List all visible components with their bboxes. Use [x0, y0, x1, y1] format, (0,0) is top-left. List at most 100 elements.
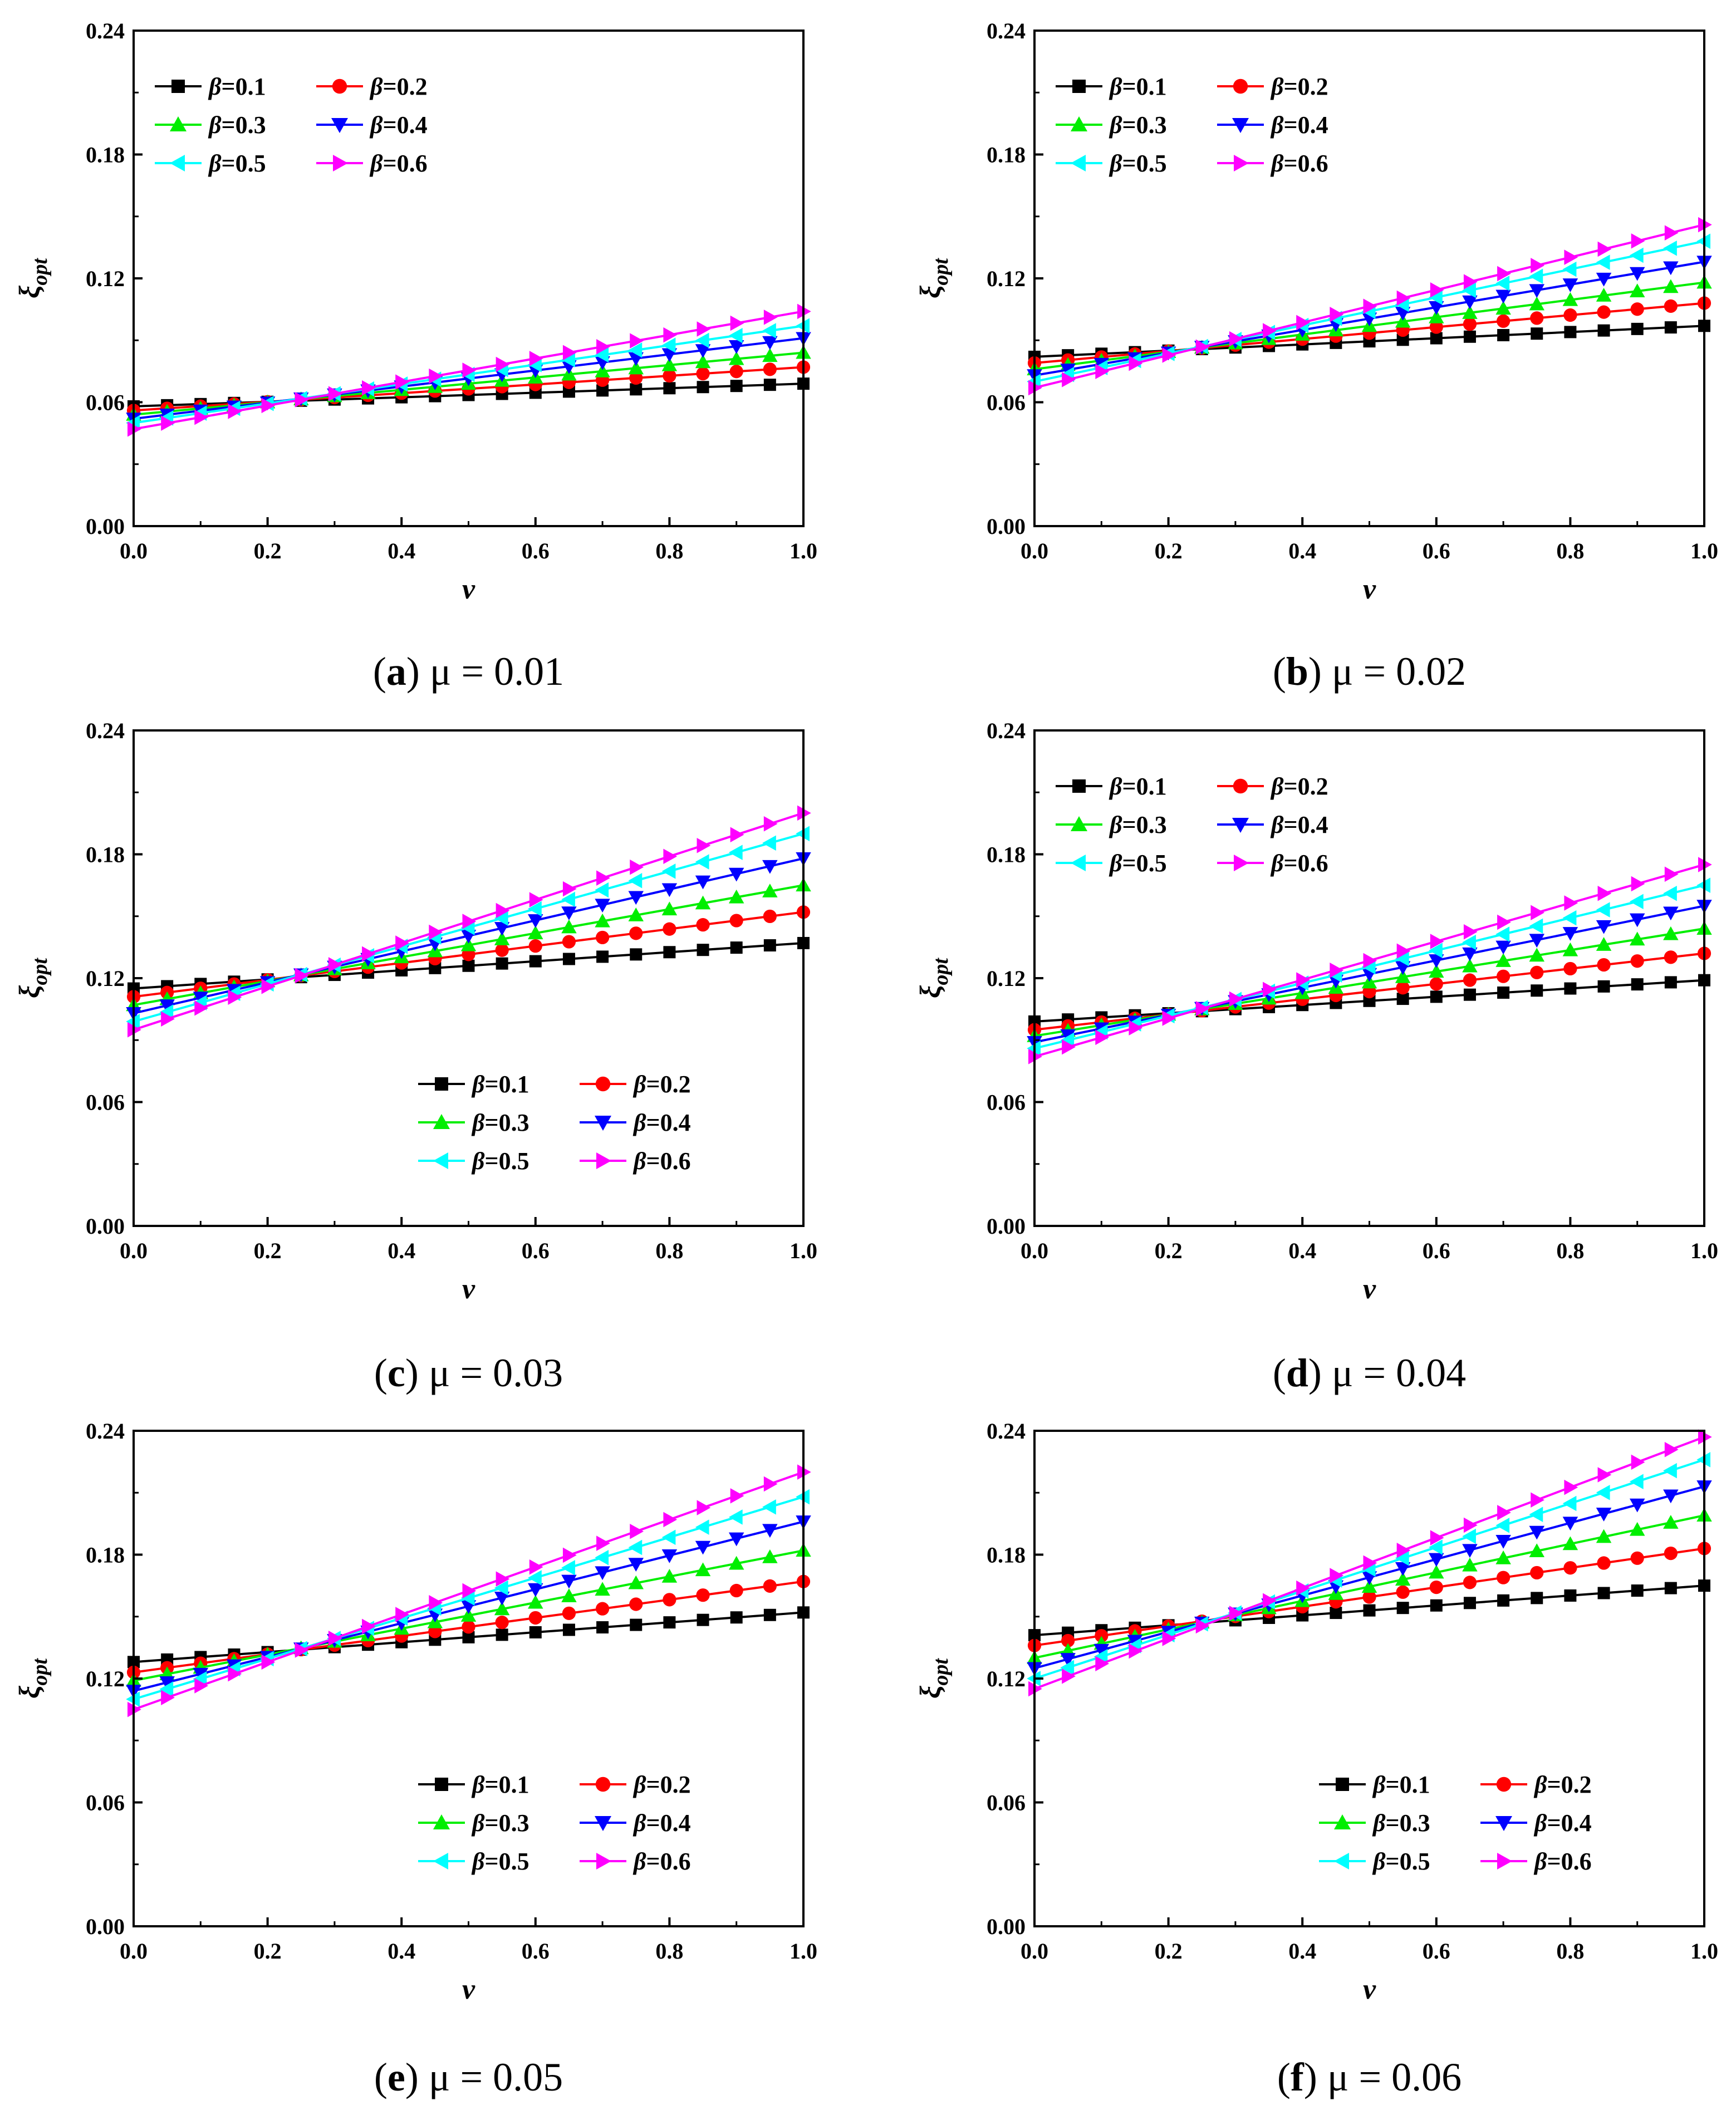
data-point: [1597, 305, 1611, 319]
data-point: [1597, 958, 1611, 972]
data-point: [362, 946, 376, 962]
data-point: [728, 1532, 744, 1547]
data-point: [696, 1588, 710, 1602]
legend-marker: [596, 1152, 611, 1169]
legend-marker: [333, 155, 348, 171]
data-point: [1463, 973, 1477, 987]
data-point: [460, 937, 477, 951]
data-point: [1361, 1579, 1377, 1593]
data-point: [1396, 981, 1410, 995]
legend-marker: [1334, 1814, 1351, 1829]
plot-frame: [133, 30, 805, 527]
legend-label: β=0.6: [369, 150, 428, 177]
data-point: [562, 1623, 575, 1636]
x-axis-label: v: [1363, 573, 1376, 605]
legend-label: β=0.2: [369, 73, 428, 100]
data-point: [728, 867, 744, 882]
data-point: [1563, 961, 1577, 976]
data-point: [1430, 282, 1444, 298]
legend-marker: [1495, 1816, 1512, 1831]
data-point: [1429, 943, 1443, 959]
data-point: [595, 1549, 609, 1566]
legend-entry: β=0.3: [1056, 111, 1167, 139]
legend-entry: β=0.3: [1056, 811, 1167, 838]
data-point: [661, 337, 676, 353]
data-point: [429, 924, 443, 940]
legend: β=0.1 β=0.2 β=0.3 β=0.4 β=0.5 β=0.6: [155, 73, 428, 177]
data-point: [728, 1555, 744, 1570]
legend-entry: β=0.5: [418, 1848, 529, 1875]
data-point: [762, 835, 776, 851]
legend-label: β=0.1: [1372, 1771, 1430, 1798]
data-point: [1497, 914, 1511, 930]
data-point: [1396, 1602, 1409, 1615]
data-point: [695, 1562, 711, 1577]
data-point: [663, 369, 676, 383]
data-point: [1195, 1618, 1210, 1634]
legend-marker: [332, 78, 347, 94]
data-point: [1596, 272, 1612, 287]
legend-entry: β=0.3: [1319, 1809, 1430, 1837]
data-point: [695, 1540, 711, 1555]
data-point: [1396, 1585, 1410, 1599]
data-point: [1396, 333, 1409, 346]
y-tick-label: 0.00: [987, 514, 1026, 539]
data-point: [561, 352, 575, 368]
data-point: [763, 1608, 776, 1621]
legend-label: β=0.5: [208, 150, 266, 177]
legend-marker: [595, 1816, 611, 1831]
data-point: [629, 371, 643, 385]
data-point: [1597, 886, 1612, 901]
x-tick-label: 0.2: [1155, 538, 1183, 563]
data-point: [697, 381, 709, 394]
legend-entry: β=0.5: [1319, 1848, 1430, 1875]
x-axis-label: v: [462, 1974, 475, 2005]
data-point: [1462, 1544, 1478, 1558]
legend-marker: [433, 1152, 448, 1169]
data-point: [663, 1616, 676, 1629]
data-point: [1495, 276, 1510, 291]
data-point: [1629, 247, 1644, 263]
x-axis-label: v: [462, 573, 475, 605]
data-point: [730, 941, 743, 954]
legend-label: β=0.4: [1270, 111, 1328, 139]
chart-panel-a: 0.0 0.2 0.4 0.6 0.8 1.0 0.00 0.06 0.12 0.18 0.24 v ξ…: [14, 18, 817, 605]
data-point: [663, 1593, 676, 1607]
data-point: [495, 1616, 509, 1630]
data-point: [496, 957, 508, 970]
data-point: [528, 901, 542, 917]
data-point: [762, 1524, 778, 1538]
data-point: [561, 1560, 575, 1576]
y-axis-label: ξopt: [14, 958, 52, 998]
legend-label: β=0.5: [471, 1848, 529, 1875]
data-point: [630, 948, 643, 961]
legend-label: β=0.3: [208, 111, 266, 139]
data-point: [462, 362, 477, 378]
legend-label: β=0.4: [1533, 1809, 1592, 1837]
legend: β=0.1 β=0.2 β=0.3 β=0.4 β=0.5 β=0.6: [1319, 1771, 1592, 1875]
data-point: [1462, 295, 1478, 310]
data-point: [1629, 1522, 1645, 1536]
data-point: [194, 1000, 209, 1016]
legend-label: β=0.4: [632, 1109, 691, 1136]
data-point: [763, 1476, 778, 1492]
legend-label: β=0.1: [471, 1771, 529, 1798]
x-tick-label: 1.0: [789, 1238, 817, 1263]
legend-label: β=0.3: [1109, 111, 1167, 139]
data-point: [528, 1611, 542, 1625]
data-point: [1129, 1643, 1143, 1659]
data-point: [628, 891, 644, 905]
data-point: [1363, 298, 1377, 314]
data-point: [729, 365, 743, 379]
data-point: [1630, 302, 1644, 316]
panel-caption: (b) μ = 0.02: [1273, 649, 1466, 694]
x-axis-label: v: [462, 1273, 475, 1305]
data-point: [630, 859, 644, 875]
data-point: [1463, 924, 1478, 940]
x-tick-label: 0.0: [1021, 1238, 1048, 1263]
y-tick-label: 0.12: [987, 966, 1026, 991]
data-point: [1093, 1648, 1108, 1665]
data-point: [1396, 290, 1411, 306]
data-point: [1630, 954, 1644, 968]
data-point: [561, 1588, 577, 1602]
